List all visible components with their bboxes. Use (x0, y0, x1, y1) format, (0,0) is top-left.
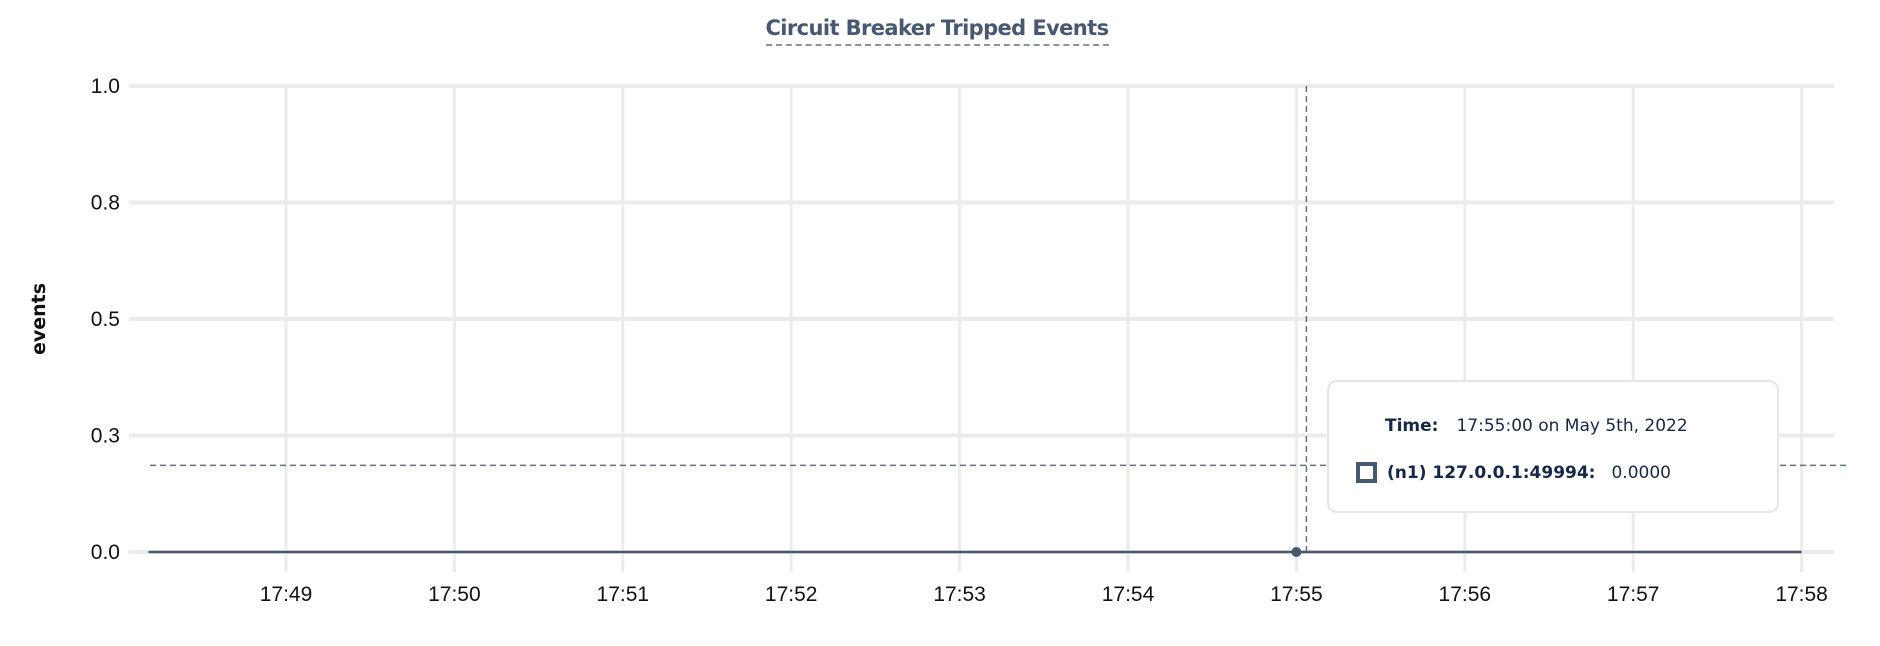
x-tick-label: 17:55 (1270, 583, 1323, 606)
y-tick-label: 0.5 (91, 308, 120, 331)
tooltip: Time: 17:55:00 on May 5th, 2022 (n1) 127.… (1327, 380, 1779, 513)
x-tick-label: 17:50 (428, 583, 481, 606)
y-axis-label: events (28, 283, 50, 355)
x-tick-label: 17:49 (260, 583, 313, 606)
y-tick-label: 0.8 (91, 192, 120, 215)
x-tick-label: 17:51 (597, 583, 650, 606)
chart-title[interactable]: Circuit Breaker Tripped Events (765, 16, 1109, 46)
tooltip-series-value: 0.0000 (1611, 462, 1671, 483)
x-tick-label: 17:54 (1102, 583, 1155, 606)
y-tick-label: 0.3 (91, 425, 120, 448)
x-tick-label: 17:57 (1607, 583, 1660, 606)
y-tick-label: 0.0 (91, 541, 120, 564)
hover-point (1291, 547, 1302, 557)
tooltip-time-label: Time: (1385, 416, 1439, 436)
x-tick-label: 17:58 (1775, 583, 1828, 606)
x-tick-label: 17:52 (765, 583, 818, 606)
tooltip-time-value: 17:55:00 on May 5th, 2022 (1456, 416, 1688, 436)
series-swatch-icon (1356, 462, 1377, 483)
chart-title-wrap: Circuit Breaker Tripped Events (0, 16, 1874, 46)
tooltip-series-label: (n1) 127.0.0.1:49994: (1387, 462, 1596, 483)
x-tick-label: 17:56 (1439, 583, 1492, 606)
x-tick-label: 17:53 (933, 583, 986, 606)
y-tick-label: 1.0 (91, 75, 120, 98)
